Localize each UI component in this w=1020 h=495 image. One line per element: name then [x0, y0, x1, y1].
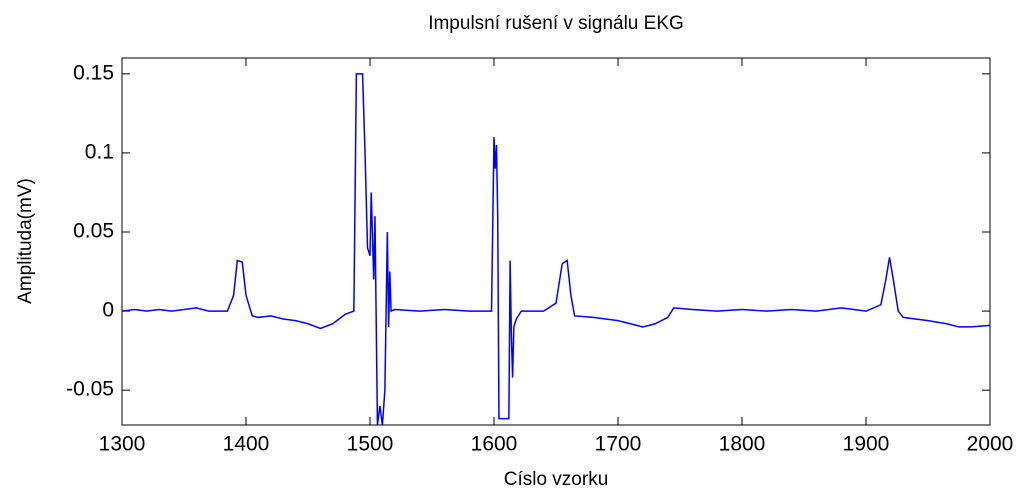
y-tick-label: 0.05 [73, 220, 114, 243]
x-tick-label: 1300 [99, 433, 146, 456]
x-tick-label: 1700 [595, 433, 642, 456]
plot-frame [121, 57, 991, 426]
x-tick-label: 1400 [223, 433, 270, 456]
chart-title: Impulsní rušení v signálu EKG [428, 13, 684, 34]
x-tick-label: 2000 [967, 433, 1014, 456]
y-tick-label: 0.1 [85, 140, 114, 163]
y-tick-label: 0 [102, 299, 114, 322]
x-tick-label: 1900 [843, 433, 890, 456]
x-tick-label: 1800 [719, 433, 766, 456]
x-tick-label: 1600 [471, 433, 518, 456]
x-tick-label: 1500 [347, 433, 394, 456]
y-tick-label: 0.15 [73, 61, 114, 84]
x-axis-label: Císlo vzorku [504, 469, 609, 490]
y-tick-label: -0.05 [66, 378, 114, 401]
y-axis-label: Amplituda(mV) [15, 178, 36, 304]
data-line [121, 73, 991, 426]
